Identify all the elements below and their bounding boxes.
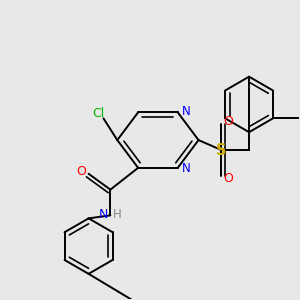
Text: N: N [182,105,190,118]
Text: H: H [113,208,122,221]
Text: S: S [216,142,226,158]
Text: O: O [223,115,233,128]
Text: N: N [99,208,108,221]
Text: Cl: Cl [92,107,105,120]
Text: O: O [223,172,233,185]
Text: O: O [77,165,87,178]
Text: N: N [182,162,190,175]
